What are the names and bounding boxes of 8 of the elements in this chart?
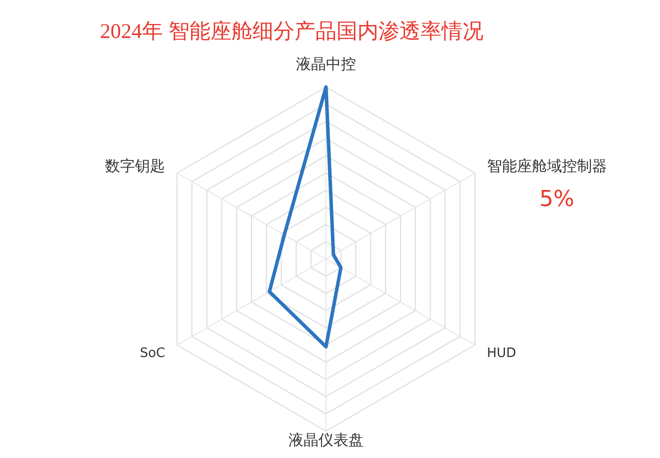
spoke-label: 智能座舱域控制器 [486,157,607,176]
text: 5% [539,187,574,212]
spoke-label: HUD [486,346,516,361]
spoke-label: SoC [140,346,166,361]
chart-title: 2024年 智能座舱细分产品国内渗透率情况 [100,19,484,43]
spoke-label: 数字钥匙 [105,157,166,176]
spoke-label: 液晶中控 [296,55,356,74]
spoke-label: 液晶仪表盘 [288,430,364,449]
